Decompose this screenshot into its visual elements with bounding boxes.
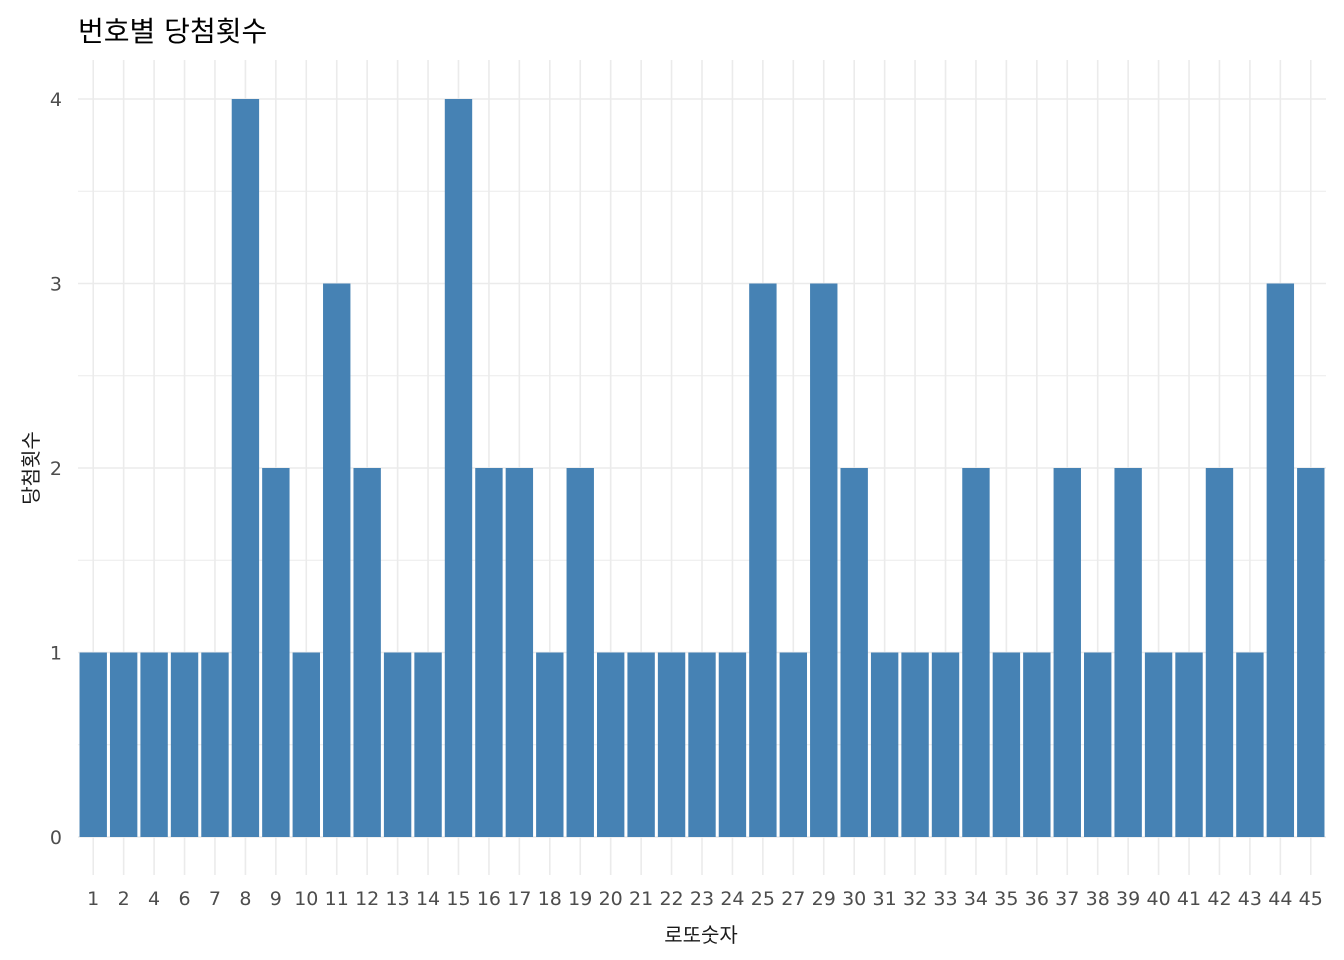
x-tick-label: 11 — [325, 888, 349, 910]
bar-38 — [1084, 652, 1112, 837]
bar-25 — [749, 283, 777, 837]
x-tick-label: 14 — [416, 888, 440, 910]
bar-10 — [292, 652, 320, 837]
x-tick-label: 29 — [812, 888, 836, 910]
x-axis-title: 로또숫자 — [664, 923, 738, 947]
bars — [79, 99, 1325, 837]
x-tick-label: 7 — [209, 888, 221, 910]
x-tick-label: 43 — [1238, 888, 1262, 910]
y-tick-label: 3 — [50, 274, 62, 296]
bar-14 — [414, 652, 442, 837]
bar-41 — [1175, 652, 1203, 837]
bar-32 — [901, 652, 929, 837]
x-axis-ticks: 1 2 4 6 7 8 9 10 11 12 13 14 15 16 17 18 19 20 21 22 23 24 25 2… — [87, 888, 1323, 910]
x-tick-label: 16 — [477, 888, 501, 910]
bar-4 — [140, 652, 168, 837]
x-tick-label: 25 — [751, 888, 775, 910]
x-tick-label: 6 — [178, 888, 190, 910]
bar-21 — [627, 652, 655, 837]
bar-36 — [1023, 652, 1051, 837]
x-tick-label: 31 — [873, 888, 897, 910]
x-tick-label: 21 — [629, 888, 653, 910]
bar-20 — [596, 652, 625, 837]
x-tick-label: 36 — [1025, 888, 1049, 910]
x-tick-label: 13 — [386, 888, 410, 910]
x-tick-label: 38 — [1086, 888, 1110, 910]
y-tick-label: 1 — [50, 643, 62, 665]
x-tick-label: 24 — [720, 888, 744, 910]
bar-12 — [353, 468, 381, 837]
x-tick-label: 20 — [599, 888, 623, 910]
x-tick-label: 23 — [690, 888, 714, 910]
x-tick-label: 19 — [568, 888, 592, 910]
bar-9 — [262, 468, 290, 837]
x-tick-label: 30 — [842, 888, 866, 910]
x-tick-label: 39 — [1116, 888, 1140, 910]
bar-33 — [931, 652, 960, 837]
x-tick-label: 9 — [270, 888, 282, 910]
bar-29 — [810, 283, 838, 837]
x-tick-label: 45 — [1299, 888, 1323, 910]
bar-37 — [1053, 468, 1081, 837]
bar-8 — [231, 99, 260, 837]
bar-34 — [962, 468, 990, 837]
x-tick-label: 10 — [294, 888, 318, 910]
x-tick-label: 18 — [538, 888, 562, 910]
y-axis-title: 당첨횟수 — [19, 431, 43, 505]
x-tick-label: 12 — [355, 888, 379, 910]
x-tick-label: 2 — [118, 888, 130, 910]
x-tick-label: 35 — [994, 888, 1018, 910]
bar-16 — [475, 468, 503, 837]
bar-27 — [779, 652, 808, 837]
bar-23 — [688, 652, 716, 837]
bar-18 — [536, 652, 564, 837]
bar-13 — [383, 652, 412, 837]
bar-39 — [1114, 468, 1142, 837]
x-tick-label: 44 — [1268, 888, 1292, 910]
x-tick-label: 17 — [507, 888, 531, 910]
x-tick-label: 15 — [446, 888, 470, 910]
y-tick-label: 4 — [50, 89, 62, 111]
bar-24 — [718, 652, 747, 837]
x-tick-label: 40 — [1146, 888, 1170, 910]
x-tick-label: 4 — [148, 888, 160, 910]
x-tick-label: 34 — [964, 888, 988, 910]
x-tick-label: 33 — [933, 888, 957, 910]
bar-1 — [79, 652, 107, 837]
bar-11 — [323, 283, 351, 837]
x-tick-label: 37 — [1055, 888, 1079, 910]
bar-30 — [840, 468, 868, 837]
bar-22 — [657, 652, 686, 837]
x-tick-label: 1 — [87, 888, 99, 910]
bar-40 — [1144, 652, 1173, 837]
x-tick-label: 42 — [1207, 888, 1231, 910]
x-tick-label: 27 — [781, 888, 805, 910]
bar-7 — [201, 652, 229, 837]
y-axis-ticks: 0 1 2 3 4 — [50, 89, 62, 849]
x-tick-label: 22 — [659, 888, 683, 910]
x-tick-label: 8 — [239, 888, 251, 910]
chart-title: 번호별 당첨횟수 — [78, 15, 268, 48]
x-tick-label: 41 — [1177, 888, 1201, 910]
bar-15 — [444, 99, 473, 837]
y-tick-label: 0 — [50, 827, 62, 849]
bar-43 — [1236, 652, 1264, 837]
bar-44 — [1266, 283, 1295, 837]
bar-17 — [505, 468, 534, 837]
y-tick-label: 2 — [50, 458, 62, 480]
bar-45 — [1297, 468, 1325, 837]
bar-2 — [109, 652, 138, 837]
x-tick-label: 32 — [903, 888, 927, 910]
bar-6 — [170, 652, 199, 837]
bar-42 — [1205, 468, 1234, 837]
bar-35 — [992, 652, 1021, 837]
bar-19 — [566, 468, 594, 837]
bar-31 — [870, 652, 899, 837]
